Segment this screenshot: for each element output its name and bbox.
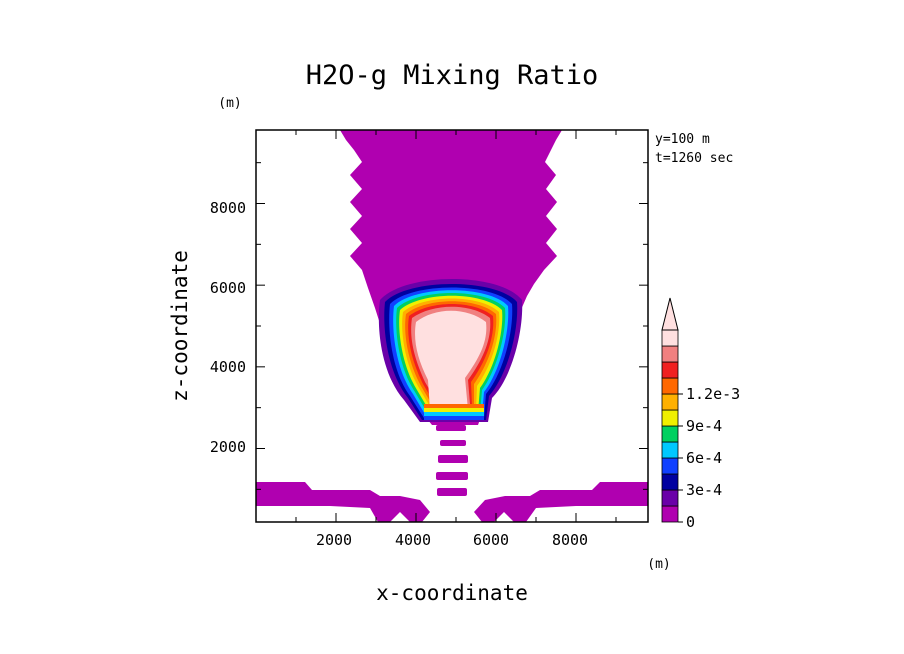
colorbar-swatch-0 — [661, 505, 679, 523]
colorbar-extend-arrow — [661, 297, 679, 331]
x-unit-label: (m) — [647, 557, 670, 572]
colorbar-label-4: 1.2e-3 — [686, 385, 740, 403]
colorbar-swatch-3 — [661, 457, 679, 475]
x-axis-label: x-coordinate — [376, 581, 528, 605]
colorbar-label-1: 3e-4 — [686, 481, 722, 499]
colorbar-swatch-7 — [661, 393, 679, 411]
y-tick-label-4: 8000 — [210, 199, 246, 217]
y-tick-labels: 2000 4000 6000 8000 — [210, 199, 246, 456]
colorbar-swatch-8 — [661, 377, 679, 395]
colorbar: 0 3e-4 6e-4 9e-4 1.2e-3 — [661, 297, 740, 531]
rising-bubbles — [436, 425, 468, 496]
y-unit-label: (m) — [218, 96, 241, 111]
plot-area — [255, 129, 649, 523]
cloud-core — [415, 310, 487, 410]
cloud-base-band-2 — [424, 408, 484, 412]
colorbar-swatch-9 — [661, 361, 679, 379]
y-tick-label-3: 6000 — [210, 279, 246, 297]
x-tick-label-2: 4000 — [395, 531, 431, 549]
annotation-y: y=100 m — [655, 132, 710, 147]
colorbar-swatch-1 — [661, 489, 679, 507]
colorbar-swatch-5 — [661, 425, 679, 443]
cloud-base-band-1 — [424, 404, 484, 408]
cloud-base-band-3 — [424, 412, 484, 416]
y-tick-label-2: 4000 — [210, 358, 246, 376]
y-axis-label: z-coordinate — [168, 250, 192, 402]
x-tick-label-3: 6000 — [473, 531, 509, 549]
colorbar-swatch-4 — [661, 441, 679, 459]
cloud-base-band-4 — [424, 416, 484, 420]
boundary-layer — [256, 482, 648, 522]
x-tick-labels: 2000 4000 6000 8000 — [316, 531, 588, 549]
colorbar-swatch-2 — [661, 473, 679, 491]
axis-ticks — [256, 130, 648, 522]
annotation-t: t=1260 sec — [655, 151, 733, 166]
colorbar-swatch-6 — [661, 409, 679, 427]
colorbar-label-2: 6e-4 — [686, 449, 722, 467]
chart-title: H2O-g Mixing Ratio — [306, 60, 599, 91]
colorbar-swatch-10 — [661, 345, 679, 363]
colorbar-swatch-11 — [661, 329, 679, 347]
x-tick-label-4: 8000 — [552, 531, 588, 549]
x-tick-label-1: 2000 — [316, 531, 352, 549]
y-tick-label-1: 2000 — [210, 438, 246, 456]
colorbar-label-3: 9e-4 — [686, 417, 722, 435]
colorbar-label-0: 0 — [686, 513, 695, 531]
